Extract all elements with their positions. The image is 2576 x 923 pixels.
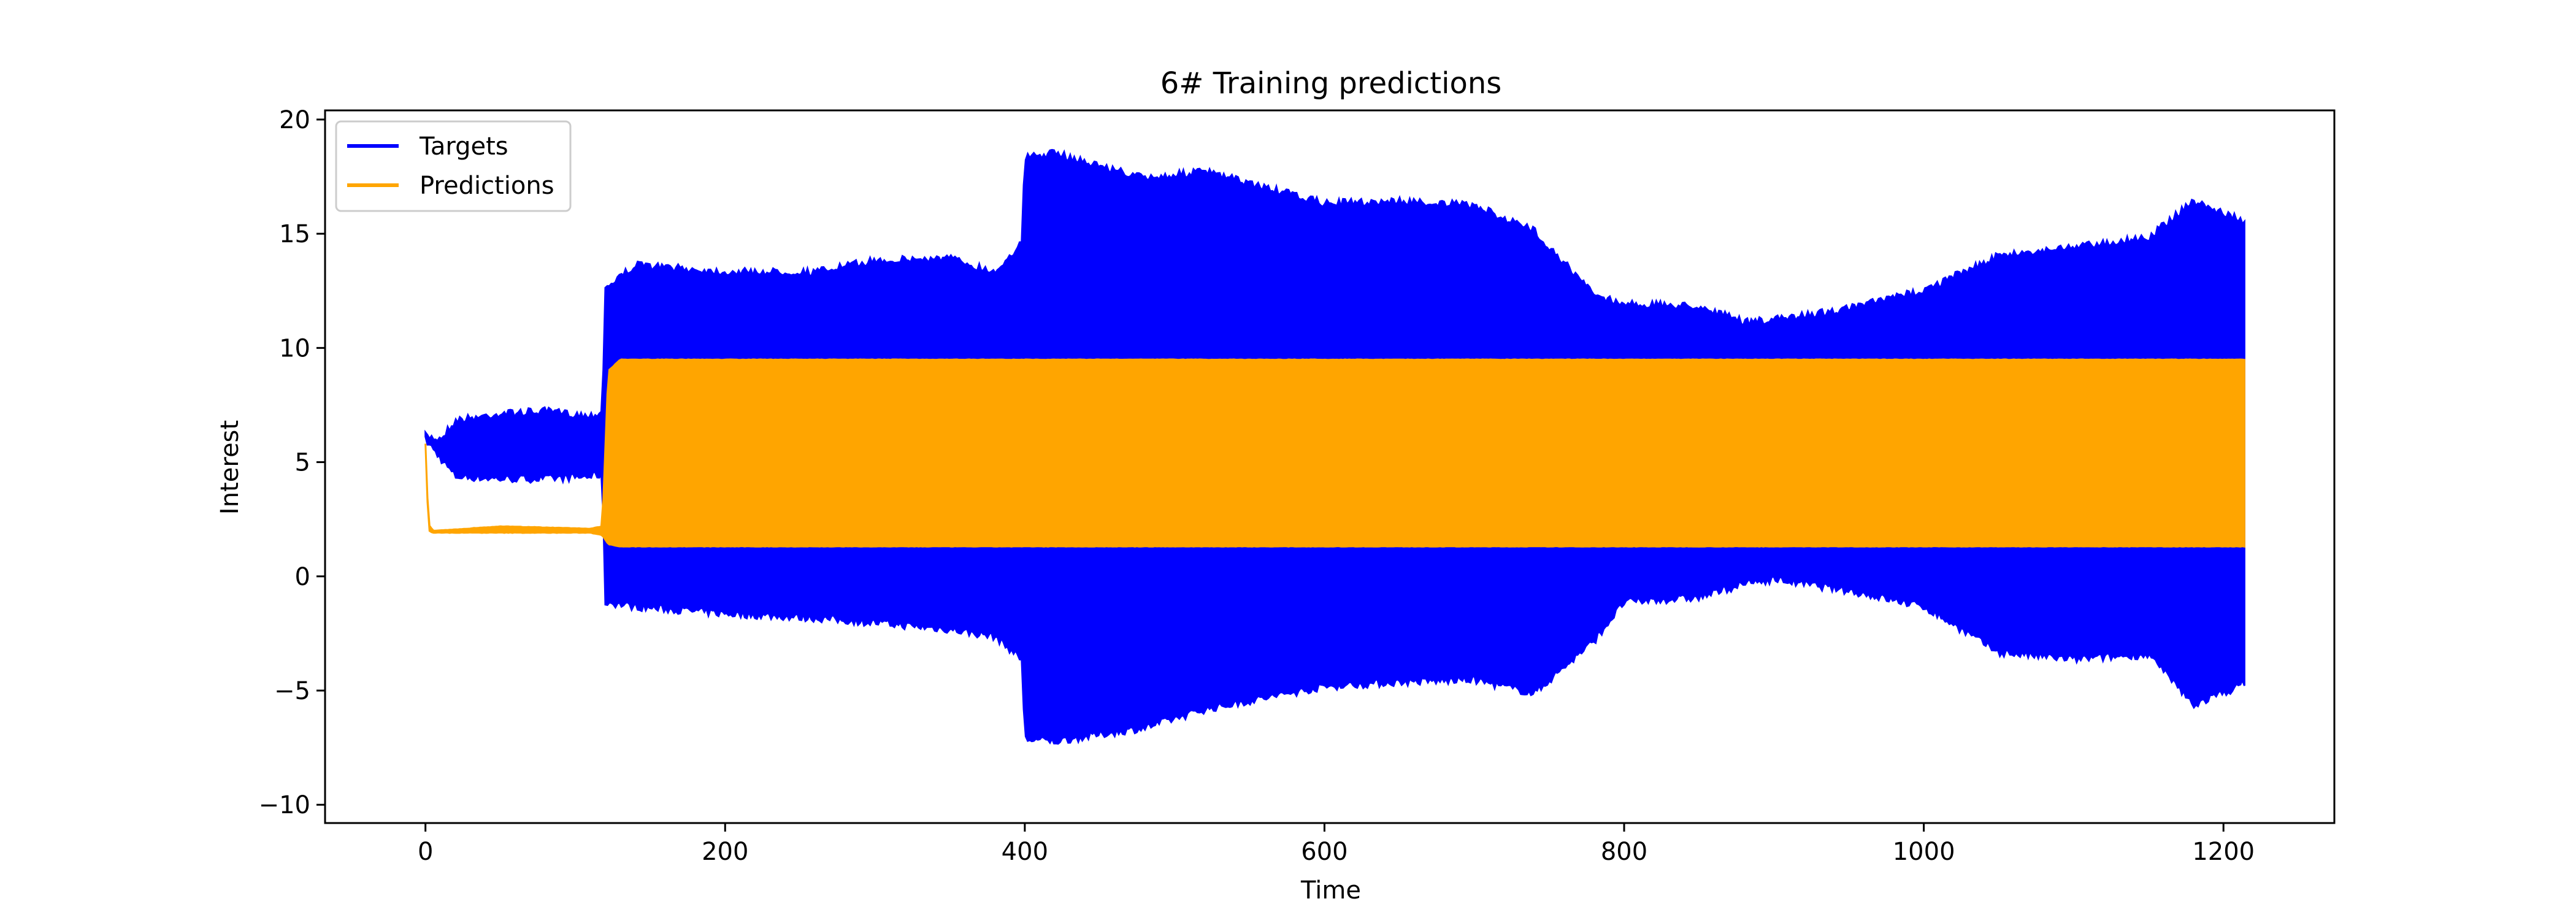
x-tick-label: 600 bbox=[1301, 838, 1347, 866]
plot-frame bbox=[324, 109, 2336, 824]
chart-title: 6# Training predictions bbox=[1160, 66, 1502, 101]
legend: Targets Predictions bbox=[335, 120, 572, 212]
x-tick-label: 0 bbox=[418, 838, 433, 866]
y-tick-label: 20 bbox=[279, 106, 310, 134]
y-axis-label: Interest bbox=[216, 420, 244, 515]
legend-box bbox=[335, 120, 572, 212]
x-tick-label: 400 bbox=[1002, 838, 1048, 866]
y-axis: −10 −5 0 5 10 15 20 bbox=[259, 106, 325, 819]
legend-label-predictions: Predictions bbox=[420, 172, 554, 200]
plot-area bbox=[424, 148, 2245, 745]
x-tick-label: 800 bbox=[1601, 838, 1647, 866]
y-tick-label: 5 bbox=[295, 449, 310, 477]
y-tick-label: −10 bbox=[259, 791, 310, 819]
series-predictions-band bbox=[424, 358, 2245, 548]
legend-label-targets: Targets bbox=[419, 132, 508, 161]
x-tick-label: 1000 bbox=[1893, 838, 1955, 866]
y-tick-label: 0 bbox=[295, 563, 310, 591]
y-tick-label: 15 bbox=[279, 220, 310, 248]
x-axis: 0 200 400 600 800 1000 1200 bbox=[418, 823, 2255, 866]
x-axis-label: Time bbox=[1300, 876, 1361, 905]
x-tick-label: 1200 bbox=[2192, 838, 2255, 866]
y-tick-label: 10 bbox=[279, 334, 310, 362]
y-tick-label: −5 bbox=[274, 677, 310, 705]
x-tick-label: 200 bbox=[702, 838, 748, 866]
